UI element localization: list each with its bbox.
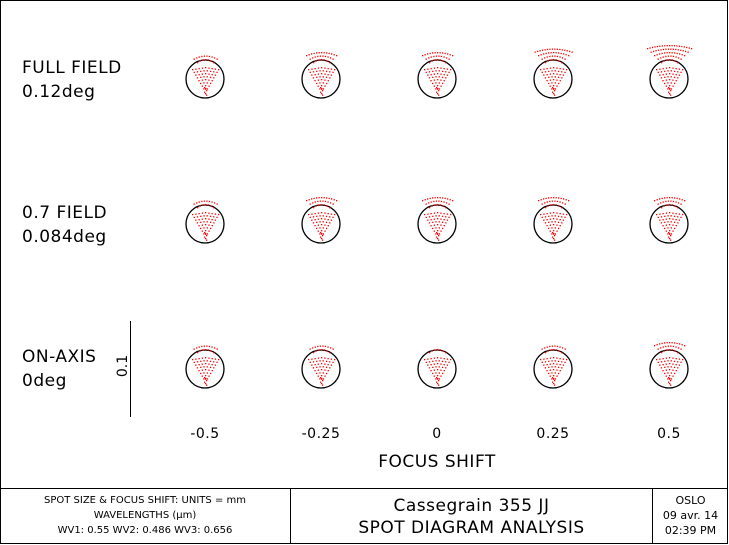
wavelengths-line: WAVELENGTHS (μm) <box>93 510 197 521</box>
row-angle: 0.084deg <box>22 227 107 247</box>
units-line: SPOT SIZE & FOCUS SHIFT: UNITS = mm <box>44 495 246 506</box>
spot-diagram <box>417 349 457 389</box>
row-angle: 0deg <box>22 371 67 391</box>
analysis-title: SPOT DIAGRAM ANALYSIS <box>358 518 585 538</box>
date: 09 avr. 14 <box>662 509 719 522</box>
spot-diagram <box>533 345 573 389</box>
row-name: FULL FIELD <box>22 58 122 78</box>
row-label-on-axis: ON-AXIS 0deg <box>22 345 96 393</box>
program-name: OSLO <box>675 494 706 507</box>
lens-title: Cassegrain 355 JJ <box>393 496 550 516</box>
wavelength-values: WV1: 0.55 WV2: 0.486 WV3: 0.656 <box>57 525 233 536</box>
time: 02:39 PM <box>664 524 717 537</box>
spot-diagram <box>417 197 457 244</box>
scale-bar <box>130 321 131 417</box>
row-name: ON-AXIS <box>22 347 97 367</box>
spot-diagram-grid <box>185 45 693 389</box>
row-angle: 0.12deg <box>22 82 96 102</box>
row-label-07-field: 0.7 FIELD 0.084deg <box>22 201 107 249</box>
footer: SPOT SIZE & FOCUS SHIFT: UNITS = mm WAVE… <box>0 488 728 544</box>
row-label-full-field: FULL FIELD 0.12deg <box>22 56 122 104</box>
focus-shift-label: 0.5 <box>657 426 681 442</box>
row-name: 0.7 FIELD <box>22 203 108 223</box>
footer-units-box: SPOT SIZE & FOCUS SHIFT: UNITS = mm WAVE… <box>0 489 291 544</box>
focus-shift-label: 0.25 <box>536 426 570 442</box>
spot-diagram <box>185 55 225 99</box>
focus-shift-label: -0.25 <box>301 426 341 442</box>
spot-diagram <box>533 48 573 99</box>
spot-diagram <box>301 345 341 389</box>
spot-diagram <box>185 345 225 389</box>
spot-diagram <box>533 197 573 244</box>
spot-diagram <box>301 197 341 244</box>
spot-diagram <box>649 342 689 389</box>
spot-diagram <box>649 197 689 244</box>
footer-title-box: Cassegrain 355 JJ SPOT DIAGRAM ANALYSIS <box>291 489 653 544</box>
focus-shift-label: 0 <box>432 426 442 442</box>
spot-diagram <box>417 52 457 99</box>
spot-diagram <box>185 200 225 244</box>
focus-shift-label: -0.5 <box>190 426 220 442</box>
axis-title: FOCUS SHIFT <box>378 452 496 472</box>
spot-diagram <box>301 52 341 99</box>
spot-diagram <box>647 45 693 99</box>
footer-info-box: OSLO 09 avr. 14 02:39 PM <box>653 489 728 544</box>
